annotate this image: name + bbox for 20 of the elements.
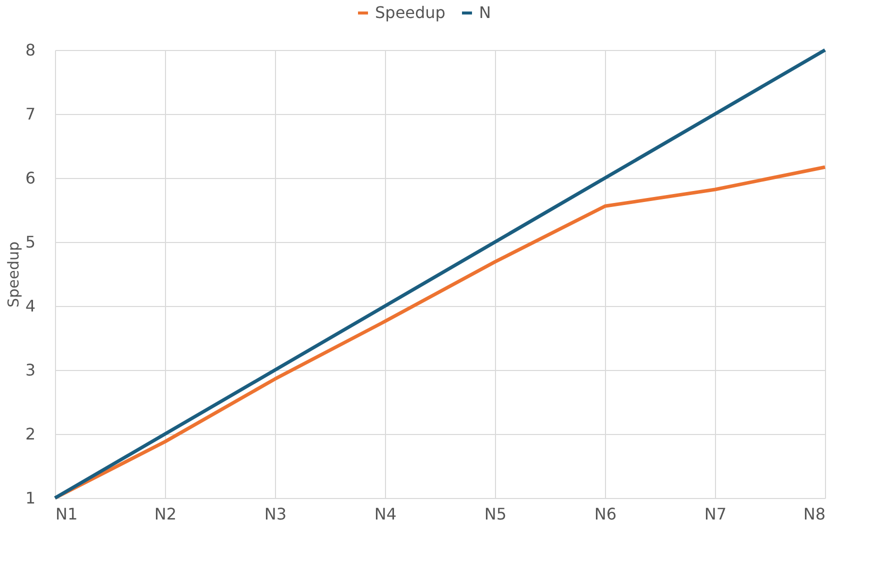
- y-axis-title: Speedup: [4, 241, 22, 308]
- y-tick-label: 2: [25, 424, 36, 444]
- line-series: [53, 48, 827, 500]
- x-tick-label: N2: [154, 504, 177, 524]
- y-tick-label: 1: [25, 488, 36, 508]
- y-tick-label: 6: [25, 168, 36, 188]
- x-tick-label: N7: [704, 504, 727, 524]
- legend-label: N: [479, 3, 491, 22]
- y-tick-label: 3: [25, 360, 36, 380]
- y-tick-label: 7: [25, 104, 36, 124]
- x-tick-label: N5: [484, 504, 507, 524]
- legend-label: Speedup: [375, 3, 446, 22]
- x-tick-label: N8: [803, 504, 826, 524]
- x-tick-label: N3: [264, 504, 287, 524]
- y-tick-label: 5: [25, 232, 36, 252]
- y-tick-label: 4: [25, 296, 36, 316]
- x-tick-label: N1: [56, 504, 78, 524]
- y-tick-label: 8: [25, 40, 36, 60]
- x-tick-label: N6: [594, 504, 617, 524]
- x-tick-label: N4: [374, 504, 397, 524]
